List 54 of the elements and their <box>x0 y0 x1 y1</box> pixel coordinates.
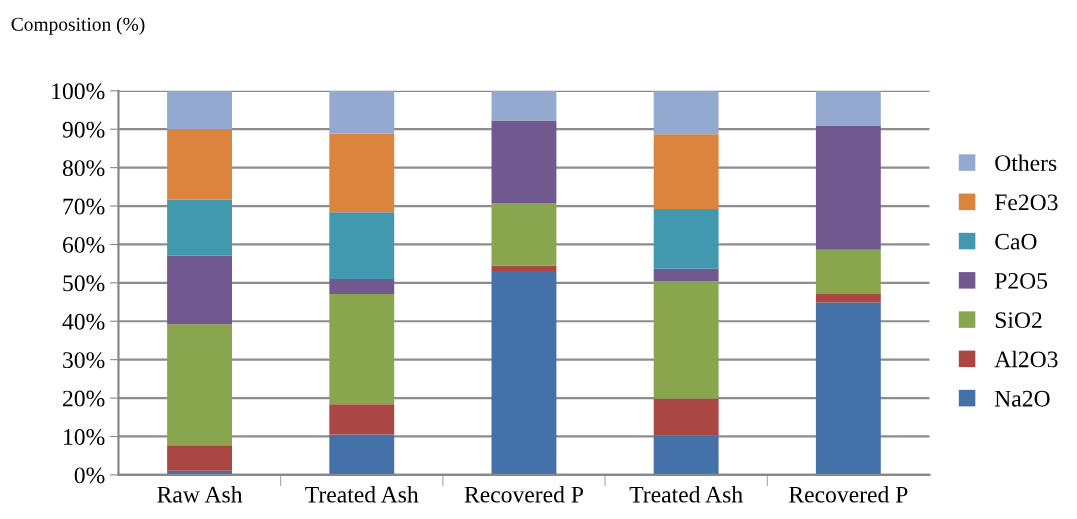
bar <box>653 398 719 436</box>
bar <box>815 293 881 303</box>
y-tick-label: 60% <box>63 236 105 253</box>
bar <box>491 270 557 475</box>
bar <box>329 133 395 213</box>
bar <box>167 324 233 446</box>
y-tick-label: 20% <box>63 390 105 407</box>
x-tick-label: Treated Ash <box>305 486 419 503</box>
y-tick-label: 30% <box>63 352 105 369</box>
bar <box>653 281 719 399</box>
bar <box>167 199 233 256</box>
bar <box>653 209 719 269</box>
bar <box>815 90 881 126</box>
legend-label: Fe2O3 <box>994 194 1058 211</box>
x-tick-label: Raw Ash <box>157 486 243 503</box>
bar <box>815 302 881 475</box>
y-tick-label: 50% <box>63 275 105 292</box>
y-tick-label: 80% <box>62 160 105 177</box>
legend-label: CaO <box>995 233 1037 250</box>
legend-label: P2O5 <box>994 272 1048 289</box>
bar <box>167 129 233 200</box>
legend-label: Others <box>995 154 1057 172</box>
bar <box>491 90 557 121</box>
bar <box>653 435 719 475</box>
bar <box>329 434 395 475</box>
bar <box>491 202 557 266</box>
x-tick-label: Recovered P <box>464 486 583 503</box>
y-tick-label: 0% <box>74 467 105 484</box>
bar <box>167 445 233 471</box>
legend-label: Al2O3 <box>994 350 1058 368</box>
y-tick-label: 10% <box>64 428 105 445</box>
bar <box>653 268 719 282</box>
bar <box>329 212 395 280</box>
bar <box>329 404 395 435</box>
x-tick-label: Treated Ash <box>629 486 743 503</box>
bar <box>329 293 395 405</box>
bar <box>167 255 233 325</box>
bar <box>815 249 881 294</box>
y-tick-label: 40% <box>62 313 105 330</box>
bar <box>167 90 233 130</box>
y-tick-label: 90% <box>62 121 105 138</box>
x-tick-label: Recovered P <box>789 486 908 503</box>
bar <box>491 120 557 203</box>
bar <box>329 90 395 134</box>
bar <box>491 265 557 271</box>
bar <box>653 90 719 135</box>
bar <box>815 125 881 250</box>
y-tick-label: 100% <box>52 83 105 100</box>
legend-label: SiO2 <box>995 312 1042 329</box>
y-axis-title: Composition (%) <box>11 17 145 35</box>
y-tick-label: 70% <box>63 198 105 215</box>
legend-label: Na2O <box>994 390 1050 407</box>
bar <box>329 279 395 294</box>
bar <box>653 134 719 210</box>
